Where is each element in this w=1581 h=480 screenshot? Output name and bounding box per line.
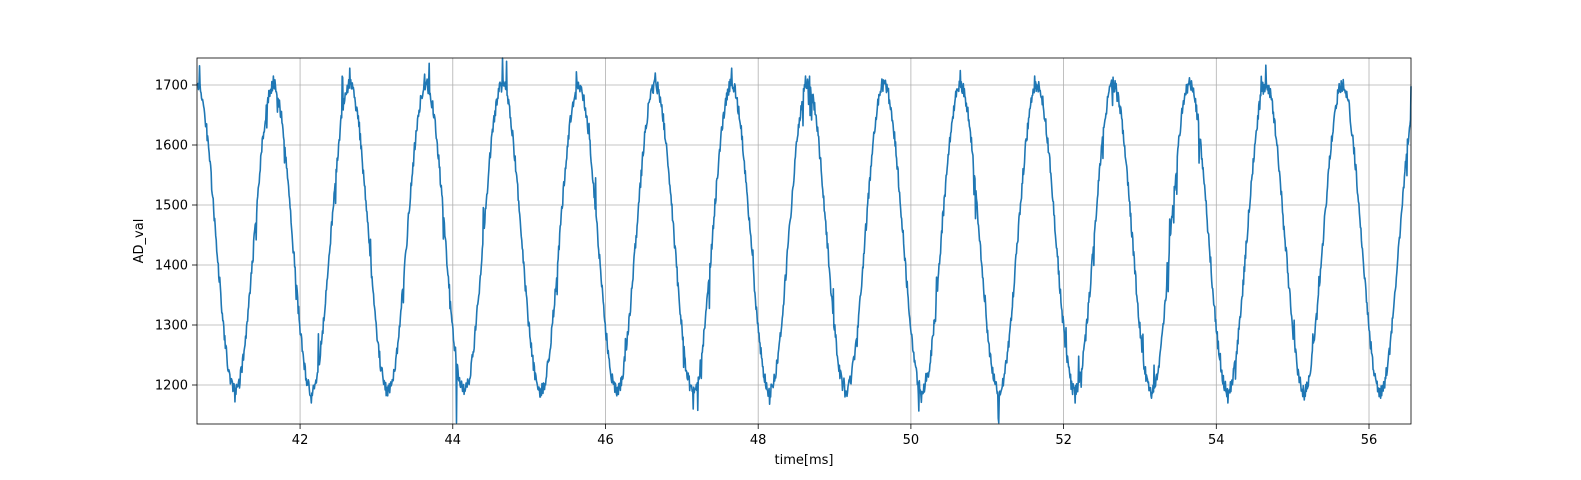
y-tick-label: 1500 bbox=[155, 199, 188, 214]
x-tick-label: 52 bbox=[1055, 433, 1072, 448]
series-line bbox=[196, 57, 1412, 424]
x-tick-label: 48 bbox=[750, 433, 767, 448]
x-tick-label: 42 bbox=[292, 433, 309, 448]
y-tick-label: 1400 bbox=[155, 259, 188, 274]
x-tick-label: 54 bbox=[1208, 433, 1225, 448]
y-tick-label: 1300 bbox=[155, 319, 188, 334]
plot-frame bbox=[196, 57, 1412, 425]
x-tick-label: 50 bbox=[903, 433, 920, 448]
y-tick-label: 1700 bbox=[155, 79, 188, 94]
x-tick-label: 44 bbox=[445, 433, 462, 448]
x-axis-label: time[ms] bbox=[775, 453, 834, 468]
y-tick-label: 1200 bbox=[155, 379, 188, 394]
y-tick-label: 1600 bbox=[155, 139, 188, 154]
y-axis-label: AD_val bbox=[132, 219, 147, 264]
x-tick-label: 56 bbox=[1361, 433, 1378, 448]
ticks: 42 44 46 48 50 52 54 56 1200 1300 1400 1500 1600 1700 bbox=[155, 79, 1377, 449]
series-group bbox=[196, 57, 1412, 424]
x-tick-label: 46 bbox=[597, 433, 614, 448]
plot-background bbox=[197, 58, 1411, 424]
